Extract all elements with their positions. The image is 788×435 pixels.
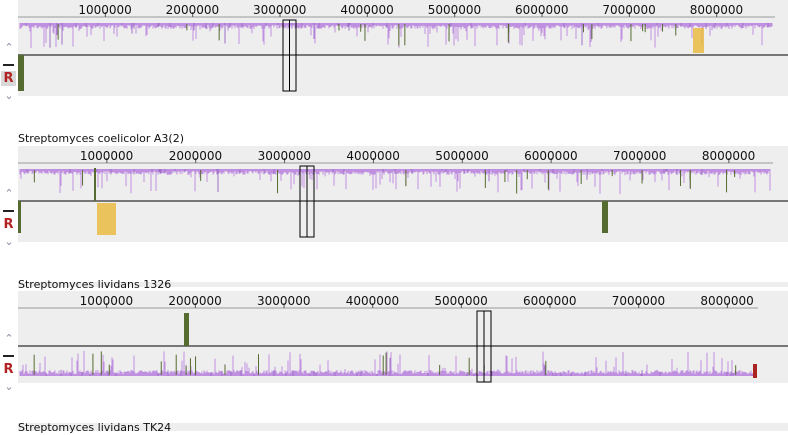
ruler-tick-label: 5000000 <box>434 294 487 308</box>
ruler-tick-label: 1000000 <box>80 149 133 163</box>
genome-track[interactable]: 1000000 2000000 3000000 4000000 5000000 60000… <box>18 146 788 291</box>
lcb-similarity-profile[interactable] <box>19 169 771 194</box>
minus-icon[interactable] <box>3 64 14 66</box>
genome-panel-1: ⌃ R ⌄ 1000000 2000000 3000000 4000000 500000… <box>0 0 788 146</box>
ruler-tick-label: 2000000 <box>168 294 221 308</box>
lcb-inverted-block[interactable] <box>184 313 189 346</box>
ruler-tick-label: 5000000 <box>428 3 481 17</box>
chevron-up-icon[interactable]: ⌃ <box>4 41 14 54</box>
reverse-button[interactable]: R <box>1 71 16 86</box>
genome-name-label: Streptomyces lividans 1326 <box>18 278 172 291</box>
chevron-down-icon[interactable]: ⌄ <box>4 89 14 102</box>
ruler-tick-label: 7000000 <box>612 294 665 308</box>
track-lower-area <box>18 96 788 136</box>
lcb-yellow-block[interactable] <box>97 203 116 235</box>
ruler-tick-label: 7000000 <box>602 3 655 17</box>
lcb-red-block[interactable] <box>753 364 757 378</box>
lcb-similarity-profile[interactable] <box>19 351 756 376</box>
lcb-inverted-block[interactable] <box>18 201 21 233</box>
track-lower-area <box>18 242 788 282</box>
ruler-tick-label: 3000000 <box>253 3 306 17</box>
genome-name-label: Streptomyces lividans TK24 <box>18 421 172 434</box>
reverse-button[interactable]: R <box>3 362 14 377</box>
chevron-up-icon[interactable]: ⌃ <box>4 187 14 200</box>
ruler-tick-label: 2000000 <box>166 3 219 17</box>
minus-icon[interactable] <box>3 355 14 357</box>
genome-track[interactable]: 1000000 2000000 3000000 4000000 5000000 60000… <box>18 0 788 146</box>
ruler-tick-label: 5000000 <box>435 149 488 163</box>
reverse-button[interactable]: R <box>3 217 14 232</box>
lcb-inverted-block[interactable] <box>18 55 24 91</box>
ruler-tick-label: 4000000 <box>340 3 393 17</box>
ruler-tick-label: 6000000 <box>523 294 576 308</box>
alignment-canvas[interactable]: 1000000 2000000 3000000 4000000 5000000 60000… <box>18 146 788 291</box>
genome-panel-2: ⌃ R ⌄ 1000000 2000000 3000000 4000000 500000… <box>0 146 788 291</box>
lcb-yellow-block[interactable] <box>693 28 704 53</box>
chevron-down-icon[interactable]: ⌄ <box>4 235 14 248</box>
chevron-up-icon[interactable]: ⌃ <box>4 332 14 345</box>
genome-panel-3: ⌃ R ⌄ 1000000 2000000 3000000 4000000 500000… <box>0 291 788 435</box>
panel-controls: ⌃ R ⌄ <box>0 146 18 291</box>
panel-controls: ⌃ R ⌄ <box>0 291 18 435</box>
ruler-tick-label: 1000000 <box>78 3 131 17</box>
alignment-canvas[interactable]: 1000000 2000000 3000000 4000000 5000000 60000… <box>18 291 788 435</box>
ruler-tick-label: 3000000 <box>258 149 311 163</box>
ruler-tick-label: 2000000 <box>169 149 222 163</box>
lcb-similarity-profile[interactable] <box>19 23 773 48</box>
genome-track[interactable]: 1000000 2000000 3000000 4000000 5000000 60000… <box>18 291 788 435</box>
minus-icon[interactable] <box>3 210 14 212</box>
panel-controls: ⌃ R ⌄ <box>0 0 18 146</box>
ruler-tick-label: 8000000 <box>690 3 743 17</box>
ruler-tick-label: 1000000 <box>80 294 133 308</box>
ruler-tick-label: 8000000 <box>700 294 753 308</box>
chevron-down-icon[interactable]: ⌄ <box>4 380 14 393</box>
ruler-tick-label: 4000000 <box>346 294 399 308</box>
lcb-inverted-block[interactable] <box>602 201 608 233</box>
ruler-tick-label: 6000000 <box>515 3 568 17</box>
ruler-tick-label: 7000000 <box>613 149 666 163</box>
ruler-tick-label: 6000000 <box>524 149 577 163</box>
track-lower-area <box>18 383 788 423</box>
ruler-tick-label: 3000000 <box>257 294 310 308</box>
genome-name-label: Streptomyces coelicolor A3(2) <box>18 132 184 145</box>
ruler-tick-label: 4000000 <box>346 149 399 163</box>
ruler-tick-label: 8000000 <box>702 149 755 163</box>
alignment-canvas[interactable]: 1000000 2000000 3000000 4000000 5000000 60000… <box>18 0 788 146</box>
